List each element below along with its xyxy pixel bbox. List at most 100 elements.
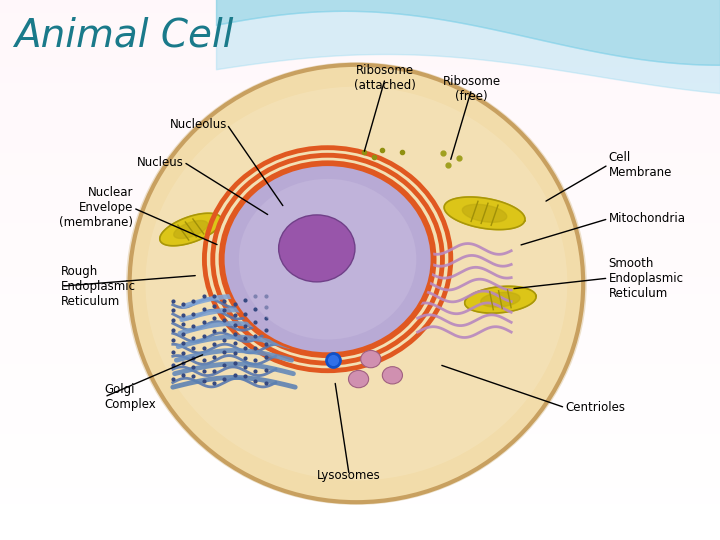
Bar <box>0 205 720 211</box>
Bar <box>0 481 720 486</box>
Polygon shape <box>481 292 520 307</box>
Bar <box>0 119 720 124</box>
Bar <box>0 367 720 373</box>
Bar <box>0 535 720 540</box>
Bar <box>0 389 720 394</box>
Bar <box>0 38 720 43</box>
Ellipse shape <box>382 367 402 384</box>
Bar <box>0 491 720 497</box>
Bar <box>0 184 720 189</box>
Bar <box>0 54 720 59</box>
Bar <box>0 124 720 130</box>
Bar <box>0 270 720 275</box>
Bar <box>0 227 720 232</box>
Ellipse shape <box>239 179 416 340</box>
Bar <box>0 324 720 329</box>
Bar <box>0 146 720 151</box>
Bar <box>0 427 720 432</box>
Text: Golgi
Complex: Golgi Complex <box>104 383 156 411</box>
Bar <box>0 32 720 38</box>
Ellipse shape <box>348 370 369 388</box>
Bar <box>0 189 720 194</box>
Bar <box>0 194 720 200</box>
Bar <box>0 157 720 162</box>
Bar <box>0 254 720 259</box>
Bar <box>0 76 720 81</box>
Bar <box>0 497 720 502</box>
Bar <box>0 400 720 405</box>
Text: Cell
Membrane: Cell Membrane <box>608 151 672 179</box>
Text: Lysosomes: Lysosomes <box>318 469 381 482</box>
Bar <box>0 16 720 22</box>
Bar <box>0 167 720 173</box>
Text: Nucleus: Nucleus <box>137 156 184 168</box>
Bar <box>0 378 720 383</box>
Bar <box>0 135 720 140</box>
Bar <box>0 486 720 491</box>
Bar <box>0 464 720 470</box>
Bar <box>0 11 720 16</box>
Bar <box>0 383 720 389</box>
Bar <box>0 113 720 119</box>
Bar <box>0 340 720 346</box>
Bar <box>0 281 720 286</box>
Bar <box>0 49 720 54</box>
Bar <box>0 470 720 475</box>
Ellipse shape <box>130 65 583 502</box>
Bar <box>0 351 720 356</box>
Bar <box>0 27 720 32</box>
Bar <box>0 151 720 157</box>
Bar <box>0 432 720 437</box>
Bar <box>0 59 720 65</box>
Bar <box>0 513 720 518</box>
Bar <box>0 286 720 292</box>
Bar <box>0 238 720 243</box>
Text: Ribosome
(free): Ribosome (free) <box>443 75 500 103</box>
Bar <box>0 162 720 167</box>
Bar <box>0 405 720 410</box>
Bar <box>0 70 720 76</box>
Bar <box>0 22 720 27</box>
Bar <box>0 373 720 378</box>
Bar <box>0 459 720 464</box>
Bar <box>0 394 720 400</box>
Bar <box>0 443 720 448</box>
Ellipse shape <box>126 62 587 505</box>
Bar <box>0 362 720 367</box>
Bar <box>0 292 720 297</box>
Bar <box>0 308 720 313</box>
Bar <box>0 92 720 97</box>
Bar <box>0 130 720 135</box>
Bar <box>0 275 720 281</box>
Bar <box>0 416 720 421</box>
Bar <box>0 502 720 508</box>
Bar <box>0 518 720 524</box>
Bar <box>0 81 720 86</box>
Bar <box>0 65 720 70</box>
Text: Nucleolus: Nucleolus <box>169 118 227 131</box>
Bar <box>0 265 720 270</box>
Bar <box>0 200 720 205</box>
Text: Smooth
Endoplasmic
Reticulum: Smooth Endoplasmic Reticulum <box>608 256 683 300</box>
Text: Mitochondria: Mitochondria <box>608 212 685 225</box>
Polygon shape <box>464 286 536 313</box>
Bar <box>0 329 720 335</box>
Bar <box>0 346 720 351</box>
Ellipse shape <box>361 350 381 368</box>
Bar <box>0 211 720 216</box>
Bar <box>0 437 720 443</box>
Ellipse shape <box>145 86 567 481</box>
Bar <box>0 43 720 49</box>
Bar <box>0 302 720 308</box>
Ellipse shape <box>223 165 432 354</box>
Text: Nuclear
Envelope
(membrane): Nuclear Envelope (membrane) <box>59 186 133 230</box>
Bar <box>0 108 720 113</box>
Bar <box>0 448 720 454</box>
Bar <box>0 524 720 529</box>
Polygon shape <box>462 204 507 222</box>
Bar <box>0 243 720 248</box>
Polygon shape <box>444 197 525 230</box>
Text: Centrioles: Centrioles <box>565 401 625 414</box>
Ellipse shape <box>279 215 355 282</box>
Bar <box>0 248 720 254</box>
